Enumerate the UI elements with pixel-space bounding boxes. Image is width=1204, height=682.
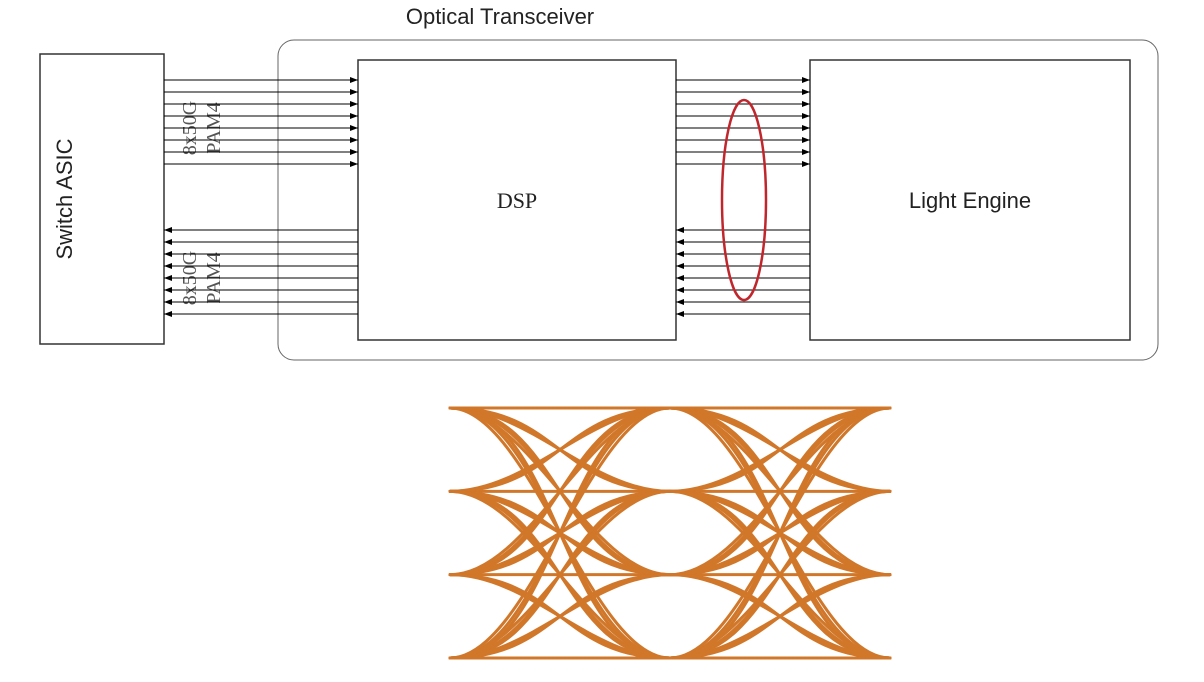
title-label: Optical Transceiver bbox=[406, 4, 594, 29]
switch-asic-label: Switch ASIC bbox=[52, 138, 77, 259]
light-engine-label: Light Engine bbox=[909, 188, 1031, 213]
dsp-label: DSP bbox=[497, 188, 537, 213]
